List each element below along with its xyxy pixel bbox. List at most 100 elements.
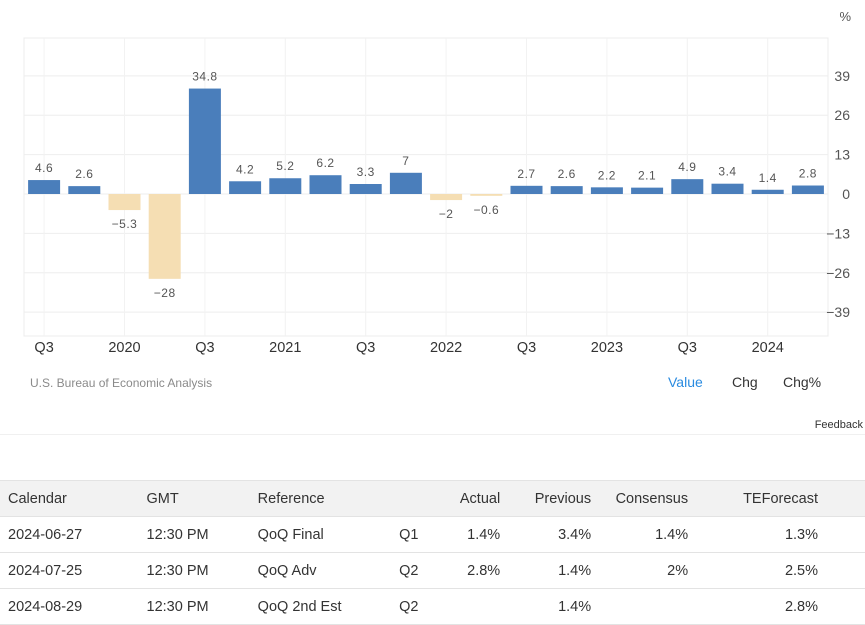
cell-reference: QoQ Adv	[257, 552, 400, 589]
cell-actual: 2.8%	[429, 552, 501, 589]
bar	[188, 88, 221, 194]
bar	[590, 187, 623, 194]
bar	[309, 175, 342, 194]
bar	[68, 186, 101, 194]
table-row: 2024-07-25 12:30 PM QoQ Adv Q2 2.8% 1.4%…	[0, 552, 865, 589]
y-tick-label: 39	[834, 68, 850, 84]
y-tick-label: 26	[834, 107, 850, 123]
cell-gmt: 12:30 PM	[146, 516, 258, 553]
bar-value-label: 2.7	[517, 167, 535, 181]
bar-value-label: 3.3	[357, 165, 375, 179]
bar-value-label: 6.2	[316, 156, 334, 170]
table-row: 2024-08-29 12:30 PM QoQ 2nd Est Q2 1.4% …	[0, 588, 865, 625]
cell-gmt: 12:30 PM	[146, 552, 258, 589]
x-tick-label: 2024	[752, 340, 784, 356]
cell-period: Q1	[399, 516, 430, 553]
bar	[751, 189, 784, 194]
bar	[28, 180, 61, 194]
cell-previous: 3.4%	[500, 516, 592, 553]
table-row: 2024-06-27 12:30 PM QoQ Final Q1 1.4% 3.…	[0, 516, 865, 553]
view-value-toggle[interactable]: Value	[668, 374, 703, 390]
bar	[269, 178, 302, 194]
view-chg-percent-toggle[interactable]: Chg%	[783, 374, 822, 390]
bar-value-label: −5.3	[112, 217, 138, 231]
feedback-link[interactable]: Feedback	[814, 419, 863, 431]
header-consensus: Consensus	[591, 480, 689, 517]
cell-calendar: 2024-07-25	[0, 552, 147, 589]
header-actual: Actual	[429, 480, 501, 517]
cell-teforecast: 2.8%	[688, 588, 865, 625]
y-tick-label: 0	[842, 186, 850, 202]
header-previous: Previous	[500, 480, 592, 517]
cell-previous: 1.4%	[500, 552, 592, 589]
y-tick-label: −13	[826, 225, 850, 241]
header-teforecast: TEForecast	[688, 480, 865, 517]
bar-value-label: 2.6	[75, 167, 93, 181]
bar-value-label: 2.1	[638, 169, 656, 183]
bar	[148, 194, 181, 279]
y-unit-label: %	[839, 9, 851, 24]
x-tick-label: 2022	[430, 340, 462, 356]
cell-actual: 1.4%	[429, 516, 501, 553]
bar	[550, 186, 583, 194]
cell-period: Q2	[399, 588, 430, 625]
bar	[349, 184, 382, 194]
x-tick-label: Q3	[678, 340, 697, 356]
bar-value-label: −28	[154, 286, 176, 300]
header-reference: Reference	[257, 480, 400, 517]
bar	[631, 187, 664, 194]
bar	[510, 185, 543, 194]
cell-consensus	[591, 588, 689, 625]
bar-value-label: 4.9	[678, 160, 696, 174]
cell-teforecast: 1.3%	[688, 516, 865, 553]
header-period	[399, 480, 430, 517]
bar-value-label: −0.6	[473, 203, 499, 217]
x-tick-label: 2023	[591, 340, 623, 356]
bar-value-label: 3.4	[718, 165, 736, 179]
view-chg-toggle[interactable]: Chg	[732, 374, 758, 390]
x-tick-label: Q3	[34, 340, 53, 356]
bar-value-label: 2.8	[799, 167, 817, 181]
cell-consensus: 2%	[591, 552, 689, 589]
calendar-header-row: Calendar GMT Reference Actual Previous C…	[0, 480, 865, 517]
cell-teforecast: 2.5%	[688, 552, 865, 589]
header-gmt: GMT	[146, 480, 258, 517]
cell-calendar: 2024-06-27	[0, 516, 147, 553]
bar-value-label: 4.2	[236, 162, 254, 176]
bar	[791, 185, 824, 194]
bar	[108, 194, 141, 211]
x-tick-label: Q3	[356, 340, 375, 356]
cell-reference: QoQ Final	[257, 516, 400, 553]
cell-calendar: 2024-08-29	[0, 588, 147, 625]
bar-value-label: 5.2	[276, 159, 294, 173]
bar	[470, 194, 503, 196]
bar-chart-svg: 39 26 13 0 −13 −26 −39% 4.6 2.6 −5.3 −28 34.8 4.2 5.2…	[23, 9, 851, 356]
y-tick-label: −26	[826, 265, 850, 281]
header-calendar: Calendar	[0, 480, 147, 517]
y-tick-label: 13	[834, 147, 850, 163]
x-tick-label: Q3	[195, 340, 214, 356]
plot-frame	[23, 37, 829, 337]
cell-period: Q2	[399, 552, 430, 589]
calendar-table: Calendar GMT Reference Actual Previous C…	[0, 480, 865, 625]
bar-value-label: 2.2	[598, 168, 616, 182]
bar	[671, 179, 704, 194]
bar-value-label: −2	[439, 207, 454, 221]
section-divider	[0, 434, 865, 435]
x-tick-label: 2021	[269, 340, 301, 356]
x-tick-label: 2020	[108, 340, 140, 356]
bar	[430, 194, 463, 201]
bar-value-label: 2.6	[558, 167, 576, 181]
cell-actual	[429, 588, 501, 625]
cell-consensus: 1.4%	[591, 516, 689, 553]
bar	[229, 181, 262, 194]
cell-previous: 1.4%	[500, 588, 592, 625]
bar	[389, 172, 422, 194]
bar-value-label: 1.4	[759, 171, 777, 185]
cell-gmt: 12:30 PM	[146, 588, 258, 625]
bar-value-label: 34.8	[192, 70, 217, 84]
bar	[711, 183, 744, 194]
y-tick-label: −39	[826, 304, 850, 320]
gdp-chart: 39 26 13 0 −13 −26 −39% 4.6 2.6 −5.3 −28 34.8 4.2 5.2…	[23, 9, 851, 356]
bar-value-label: 7	[402, 154, 409, 168]
